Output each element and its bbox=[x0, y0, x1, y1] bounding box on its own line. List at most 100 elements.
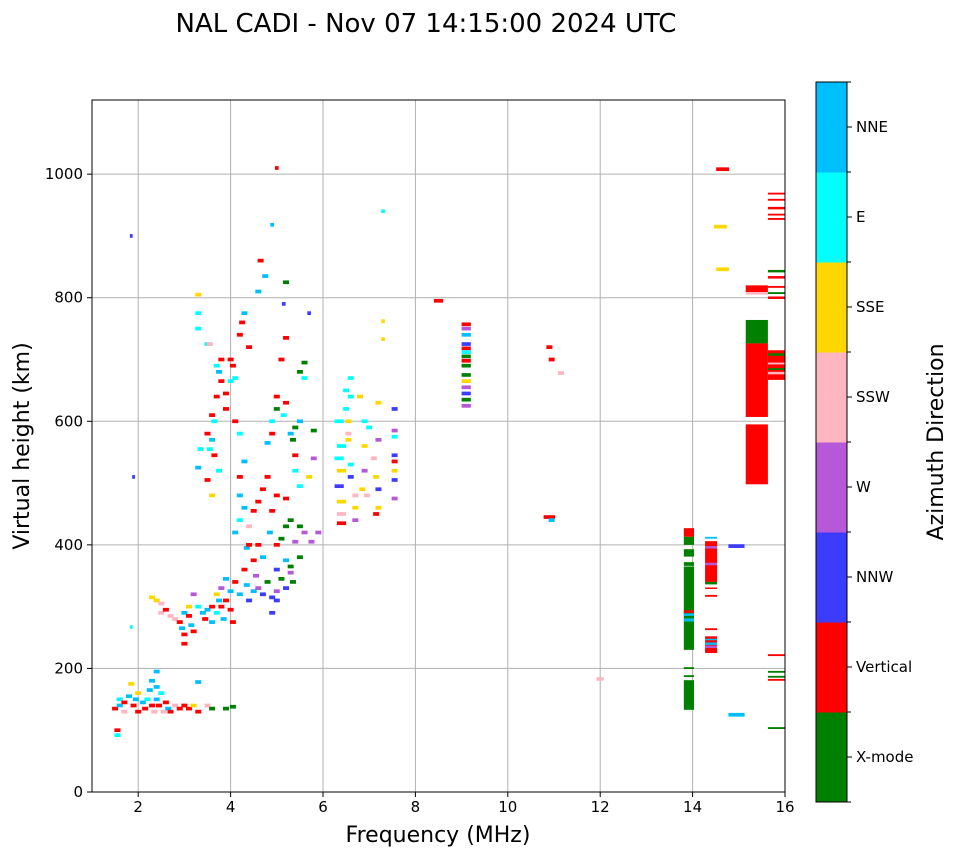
echo-point-nne bbox=[250, 589, 257, 594]
echo-point-ssw bbox=[160, 709, 167, 714]
echo-block-vertical bbox=[767, 218, 785, 220]
echo-block-x-mode bbox=[767, 727, 785, 729]
echo-block-x-mode bbox=[705, 581, 718, 585]
echo-point-vertical bbox=[273, 394, 280, 399]
echo-point-sse bbox=[149, 595, 156, 600]
echo-point-nne bbox=[227, 589, 234, 594]
echo-block-x-mode bbox=[683, 536, 694, 545]
echo-point-nne bbox=[236, 592, 243, 597]
echo-point-x-mode bbox=[310, 428, 317, 433]
echo-point-vertical bbox=[543, 515, 556, 519]
echo-point-w bbox=[190, 592, 197, 597]
echo-point-sse bbox=[391, 468, 398, 473]
echo-point-nne bbox=[188, 623, 195, 628]
echo-point-vertical bbox=[229, 363, 236, 368]
echo-point-e bbox=[232, 376, 239, 380]
echo-point-x-mode bbox=[278, 576, 285, 581]
echo-point-nne bbox=[146, 688, 153, 692]
echo-point-vertical bbox=[142, 706, 149, 711]
echo-point-e bbox=[195, 604, 202, 609]
colorbar-tick-label: E bbox=[856, 208, 865, 226]
echo-point-e bbox=[461, 350, 471, 354]
echo-point-sse bbox=[713, 224, 727, 229]
echo-point-nne bbox=[283, 558, 290, 563]
echo-block-ssw bbox=[745, 292, 768, 295]
colorbar-swatch-w bbox=[816, 442, 847, 533]
y-axis-label: Virtual height (km) bbox=[10, 342, 35, 549]
echo-point-vertical bbox=[250, 509, 257, 513]
echo-point-nnw bbox=[273, 598, 280, 603]
echo-point-vertical bbox=[255, 543, 262, 547]
echo-point-sse bbox=[213, 592, 220, 597]
echo-point-vertical bbox=[195, 709, 202, 714]
echo-point-nne bbox=[262, 274, 269, 278]
echo-point-nne bbox=[149, 678, 156, 683]
echo-point-nne bbox=[125, 694, 132, 699]
echo-point-e bbox=[391, 434, 398, 439]
echo-point-w bbox=[352, 518, 359, 522]
echo-point-x-mode bbox=[287, 564, 294, 569]
echo-point-nne bbox=[236, 493, 243, 498]
y-tick-label: 800 bbox=[54, 289, 83, 307]
echo-point-nne bbox=[270, 222, 275, 227]
echo-block-vertical bbox=[767, 276, 785, 279]
echo-point-e bbox=[301, 376, 308, 380]
echo-point-nnw bbox=[259, 592, 266, 597]
echo-point-nne bbox=[222, 576, 229, 581]
echo-point-w bbox=[310, 456, 317, 461]
echo-point-e bbox=[236, 431, 243, 436]
echo-point-x-mode bbox=[461, 354, 471, 359]
echo-point-w bbox=[292, 539, 299, 544]
echo-point-vertical bbox=[181, 703, 188, 708]
echo-block-vertical bbox=[705, 628, 718, 631]
echo-point-x-mode bbox=[283, 524, 290, 529]
echo-point-nne bbox=[548, 518, 555, 522]
y-tick-label: 1000 bbox=[45, 165, 83, 183]
x-tick-label: 16 bbox=[775, 798, 794, 816]
echo-point-sse bbox=[195, 292, 202, 297]
echo-point-x-mode bbox=[461, 363, 471, 368]
echo-point-vertical bbox=[204, 478, 211, 482]
y-tick-label: 400 bbox=[54, 536, 83, 554]
echo-point-sse bbox=[336, 468, 347, 473]
echo-point-ssw bbox=[167, 614, 174, 618]
echo-block-nne bbox=[705, 536, 718, 539]
echo-point-vertical bbox=[211, 453, 218, 458]
echo-point-vertical bbox=[167, 709, 174, 714]
echo-point-sse bbox=[381, 337, 385, 341]
echo-point-ssw bbox=[345, 431, 352, 436]
echo-block-x-mode bbox=[767, 269, 785, 273]
echo-point-sse bbox=[336, 499, 347, 504]
echo-point-sse bbox=[356, 394, 363, 399]
echo-point-x-mode bbox=[301, 360, 308, 365]
echo-point-nne bbox=[232, 530, 239, 535]
echo-point-x-mode bbox=[209, 706, 216, 711]
colorbar-swatch-x-mode bbox=[816, 712, 847, 803]
echo-point-w bbox=[315, 530, 322, 535]
echo-point-sse bbox=[306, 475, 313, 479]
echo-point-sse bbox=[186, 604, 193, 609]
echo-point-e bbox=[116, 697, 123, 702]
echo-point-nne bbox=[195, 465, 202, 470]
echo-point-vertical bbox=[202, 617, 209, 621]
echo-point-nne bbox=[132, 697, 139, 702]
echo-point-nne bbox=[181, 610, 188, 615]
echo-point-vertical bbox=[273, 543, 280, 547]
echo-point-nne bbox=[241, 311, 248, 316]
echo-point-nnw bbox=[375, 487, 382, 492]
echo-point-vertical bbox=[135, 709, 142, 714]
echo-point-ssw bbox=[121, 709, 128, 714]
plot-frame bbox=[91, 99, 786, 793]
y-tick-label: 0 bbox=[73, 783, 83, 801]
colorbar-swatch-e bbox=[816, 172, 847, 263]
echo-point-nne bbox=[209, 437, 216, 442]
echo-block-x-mode bbox=[767, 292, 785, 295]
echo-point-e bbox=[236, 518, 243, 522]
echo-point-w bbox=[391, 496, 398, 501]
echo-point-e bbox=[144, 697, 151, 702]
y-tick-label: 200 bbox=[54, 659, 83, 677]
echo-block-w bbox=[705, 562, 718, 566]
echo-point-nnw bbox=[281, 302, 286, 306]
echo-point-nne bbox=[461, 332, 471, 337]
echo-point-vertical bbox=[181, 632, 188, 637]
